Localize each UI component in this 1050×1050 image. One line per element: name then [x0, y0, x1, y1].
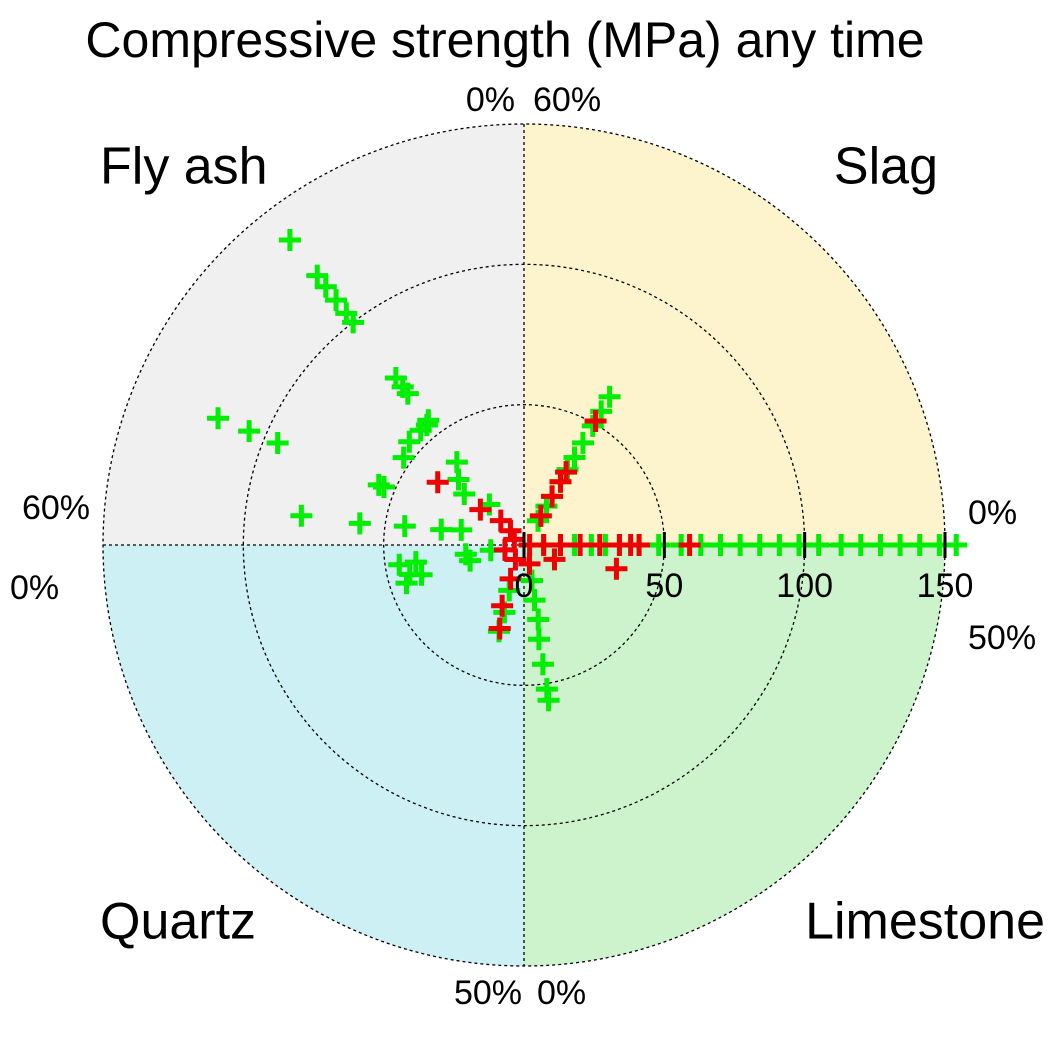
r-tick-label: 0 [515, 567, 534, 605]
r-tick-label: 50 [645, 567, 683, 605]
point [709, 534, 732, 556]
sector-tick-label: 0% [10, 569, 59, 607]
point [569, 534, 592, 556]
point [945, 534, 968, 556]
sector-tick-label: 50% [968, 619, 1036, 657]
point [348, 512, 371, 535]
sector [524, 545, 945, 966]
point [748, 534, 771, 556]
sector-tick-label: 0% [537, 974, 586, 1012]
point [531, 653, 554, 676]
sector-label: Slag [834, 138, 938, 196]
point [499, 567, 522, 590]
point [491, 594, 514, 617]
point [527, 608, 550, 631]
point [396, 382, 419, 405]
sector-tick-label: 0% [968, 494, 1017, 532]
point [266, 431, 289, 454]
point [342, 311, 365, 334]
point [278, 228, 301, 251]
point [395, 572, 418, 595]
sector-label: Fly ash [100, 138, 268, 196]
point [830, 534, 853, 556]
point [518, 552, 541, 575]
point [450, 518, 473, 541]
point [788, 534, 811, 556]
point [869, 534, 892, 556]
point [426, 471, 449, 494]
point [523, 589, 546, 612]
sector-label: Quartz [100, 893, 256, 951]
point [207, 407, 230, 430]
sector-tick-label: 60% [22, 489, 90, 527]
point [908, 534, 931, 556]
point [469, 498, 492, 521]
point [314, 275, 337, 298]
point [325, 289, 348, 312]
point [393, 515, 416, 538]
point [398, 430, 421, 453]
sector-tick-label: 0% [466, 81, 515, 119]
point [529, 504, 552, 527]
point [647, 534, 670, 556]
point [488, 617, 511, 640]
point [453, 482, 476, 505]
point [527, 628, 550, 651]
point [768, 534, 791, 556]
point [372, 476, 395, 498]
point [807, 534, 830, 556]
sector [524, 124, 945, 545]
point [493, 538, 516, 561]
point [306, 264, 329, 287]
points [207, 228, 968, 712]
point [543, 548, 566, 571]
point [729, 534, 752, 556]
point [678, 534, 701, 556]
point [563, 446, 586, 469]
point [415, 414, 438, 437]
point [628, 534, 651, 556]
point [238, 420, 261, 443]
point [571, 431, 594, 454]
point [549, 534, 572, 556]
point [290, 504, 313, 527]
point [849, 534, 872, 556]
point [549, 470, 572, 493]
point [605, 557, 628, 580]
point [588, 534, 611, 556]
point [584, 410, 607, 433]
r-tick-label: 150 [917, 567, 974, 605]
chart-title: Compressive strength (MPa) any time [85, 12, 924, 68]
point [541, 485, 564, 508]
point [404, 551, 427, 574]
sector-label: Limestone [805, 893, 1045, 951]
sector-tick-label: 50% [454, 974, 522, 1012]
point [459, 549, 482, 572]
point [392, 446, 415, 469]
sector-tick-label: 60% [533, 81, 601, 119]
r-tick-label: 100 [776, 567, 833, 605]
point [889, 534, 912, 556]
point [598, 385, 621, 408]
point [430, 518, 453, 541]
point [447, 468, 470, 491]
labels: 0 50 100 150 Slag 0% 60% Fly ash 0% 60% Quartz 0% 50… [10, 81, 1045, 1012]
point [410, 563, 433, 586]
sector [103, 545, 524, 966]
point [535, 678, 558, 701]
